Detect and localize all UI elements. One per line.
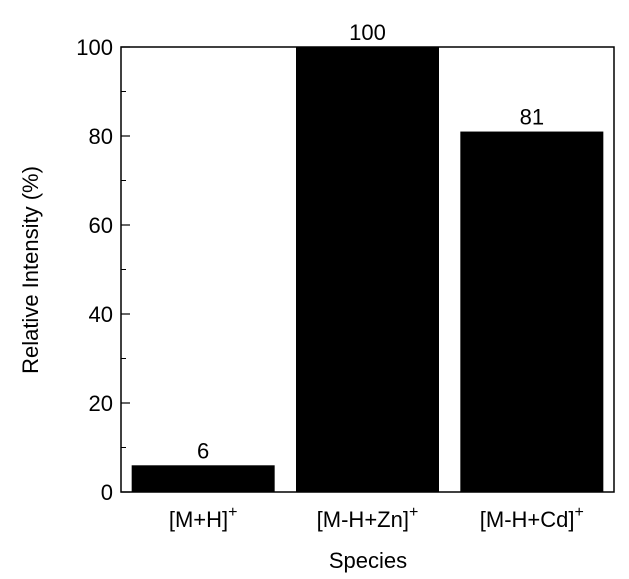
y-axis-title: Relative Intensity (%) [18,166,43,374]
x-axis-title: Species [329,548,407,573]
y-tick-label-1: 20 [89,391,113,416]
x-category-label-base-1: [M-H+Zn] [317,507,409,532]
y-tick-label-3: 60 [89,213,113,238]
y-tick-label-5: 100 [76,35,113,60]
data-label-0: 6 [197,438,209,463]
data-label-2: 81 [520,105,544,130]
y-tick-label-2: 40 [89,302,113,327]
y-tick-label-0: 0 [101,480,113,505]
data-label-1: 100 [349,20,386,45]
x-category-label-base-2: [M-H+Cd] [480,507,575,532]
x-category-label-0: [M+H]+ [169,504,238,532]
bar-1 [296,47,439,492]
x-category-label-sup-2: + [575,504,584,521]
x-category-label-base-0: [M+H] [169,507,228,532]
x-category-label-2: [M-H+Cd]+ [480,504,584,532]
x-category-label-1: [M-H+Zn]+ [317,504,419,532]
x-category-label-sup-0: + [228,504,237,521]
x-category-label-sup-1: + [409,504,418,521]
bar-2 [460,132,603,492]
y-tick-label-4: 80 [89,124,113,149]
